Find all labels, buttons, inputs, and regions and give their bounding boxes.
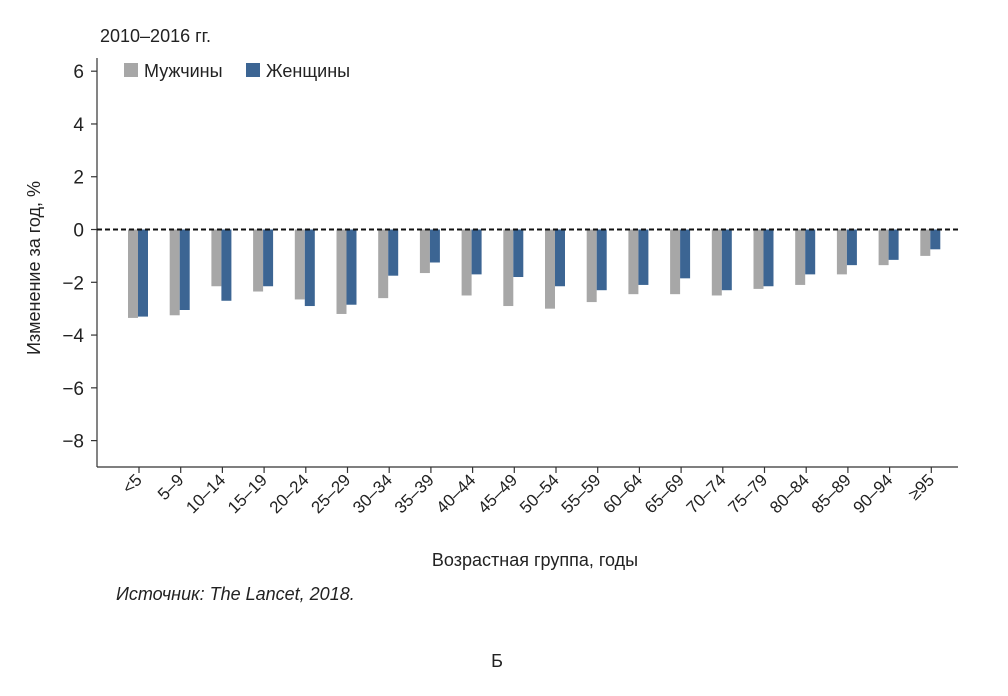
bar-women-17 (846, 229, 857, 266)
x-tick-label: 55–59 (558, 470, 605, 517)
x-tick-label: 45–49 (474, 470, 521, 517)
bar-women-2 (221, 229, 232, 301)
x-tick-label: 40–44 (433, 470, 480, 517)
bar-men-15 (753, 229, 764, 289)
x-tick-label: 25–29 (307, 470, 354, 517)
bar-men-19 (920, 229, 931, 256)
x-tick-label: 60–64 (599, 470, 646, 517)
bar-men-3 (253, 229, 264, 292)
legend-swatch-men (124, 63, 138, 77)
y-tick-label: −8 (62, 432, 84, 453)
x-tick-label: 10–14 (182, 470, 229, 517)
x-tick-label: 70–74 (683, 470, 730, 517)
x-tick-label: 75–79 (724, 470, 771, 517)
x-tick-label: <5 (119, 470, 146, 497)
bar-women-3 (263, 229, 274, 287)
bar-women-0 (138, 229, 148, 317)
bar-men-7 (419, 229, 430, 274)
bar-men-16 (795, 229, 806, 285)
x-axis-ticks: <5 5–910–1415–1920–2425–2930–3435–3940–44… (119, 467, 938, 517)
bar-men-6 (378, 229, 389, 299)
bar-men-18 (878, 229, 889, 266)
bar-men-9 (503, 229, 514, 307)
x-tick-label: 50–54 (516, 470, 563, 517)
bar-women-16 (805, 229, 816, 275)
period-label: 2010–2016 гг. (100, 26, 211, 46)
bar-men-12 (628, 229, 639, 295)
y-axis-label: Изменение за год, % (24, 181, 44, 355)
bar-men-8 (461, 229, 472, 296)
legend-label-men: Мужчины (144, 61, 223, 81)
bar-women-4 (304, 229, 315, 307)
y-tick-label: 4 (73, 115, 84, 136)
bar-men-10 (545, 229, 555, 309)
bar-men-14 (711, 229, 722, 296)
bars-layer (128, 229, 941, 318)
bar-men-4 (294, 229, 305, 300)
legend-swatch-women (246, 63, 260, 77)
y-tick-label: −4 (62, 326, 84, 347)
y-tick-label: −2 (62, 273, 84, 294)
x-tick-label: 5–9 (154, 470, 187, 503)
x-tick-label: 15–19 (224, 470, 271, 517)
source-note: Источник: The Lancet, 2018. (116, 584, 355, 604)
x-tick-label: 20–24 (266, 470, 313, 517)
y-tick-label: 2 (73, 168, 84, 189)
bar-women-7 (429, 229, 440, 263)
bar-women-12 (638, 229, 649, 285)
y-axis-ticks: 6 4 2 0 −2 −4 −6 −8 (62, 62, 97, 453)
panel-letter: Б (491, 651, 503, 671)
bar-women-14 (721, 229, 732, 291)
x-tick-label: 35–39 (391, 470, 438, 517)
bar-men-2 (211, 229, 222, 287)
x-tick-label: 80–84 (766, 470, 813, 517)
legend: Мужчины Женщины (124, 61, 350, 81)
bar-women-11 (596, 229, 607, 291)
bar-women-15 (763, 229, 774, 287)
x-tick-label: ≥95 (905, 470, 938, 503)
x-tick-label: 65–69 (641, 470, 688, 517)
bar-women-9 (513, 229, 524, 278)
y-tick-label: 0 (73, 221, 84, 242)
bar-men-11 (586, 229, 597, 303)
y-tick-label: 6 (73, 62, 84, 83)
x-tick-label: 90–94 (850, 470, 897, 517)
x-axis-label: Возрастная группа, годы (432, 550, 638, 570)
bar-men-17 (836, 229, 847, 275)
bar-women-8 (471, 229, 482, 275)
bar-women-6 (388, 229, 399, 276)
bar-women-5 (346, 229, 357, 305)
y-tick-label: −6 (62, 379, 84, 400)
bar-men-0 (128, 229, 138, 318)
bar-men-5 (336, 229, 347, 314)
bar-women-19 (930, 229, 941, 250)
bar-men-13 (670, 229, 681, 295)
bar-women-18 (888, 229, 899, 260)
bar-men-1 (169, 229, 180, 316)
bar-women-13 (680, 229, 691, 279)
bar-women-1 (179, 229, 190, 310)
x-tick-label: 30–34 (349, 470, 396, 517)
bar-women-10 (555, 229, 565, 287)
x-tick-label: 85–89 (808, 470, 855, 517)
legend-label-women: Женщины (266, 61, 350, 81)
